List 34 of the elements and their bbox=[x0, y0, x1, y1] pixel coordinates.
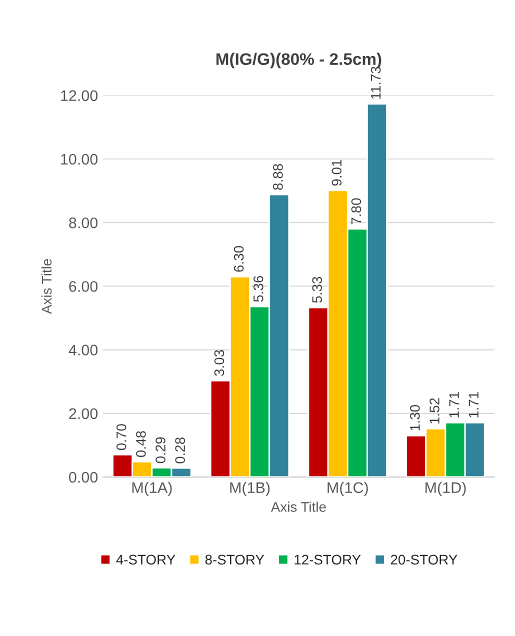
x-axis-title: Axis Title bbox=[270, 502, 326, 512]
y-tick-label: 4.00 bbox=[68, 344, 98, 356]
data-label: 1.71 bbox=[468, 392, 478, 418]
x-tick-label: M(1C) bbox=[328, 482, 368, 496]
legend-label: 4-STORY bbox=[116, 554, 176, 565]
chart-title: M(IG/G)(80% - 2.5cm) bbox=[216, 52, 382, 68]
legend-label: 8-STORY bbox=[205, 554, 264, 565]
data-label: 0.28 bbox=[175, 438, 186, 464]
data-label: 0.70 bbox=[116, 424, 126, 450]
y-tick-label: 0.00 bbox=[69, 472, 98, 483]
data-label: 6.30 bbox=[234, 246, 244, 272]
y-tick-label: 12.00 bbox=[61, 90, 98, 102]
data-label: 8.88 bbox=[273, 164, 283, 190]
data-label: 1.52 bbox=[430, 398, 440, 424]
x-tick-label: M(1B) bbox=[230, 482, 270, 496]
legend-label: 20-STORY bbox=[390, 554, 458, 565]
y-tick-label: 2.00 bbox=[69, 408, 98, 420]
data-label: 9.01 bbox=[332, 160, 342, 186]
data-label: 7.80 bbox=[351, 198, 362, 224]
data-label: 11.73 bbox=[370, 66, 381, 99]
x-tick-label: M(1A) bbox=[132, 482, 172, 496]
y-axis-title: Axis Title bbox=[41, 259, 52, 314]
data-label: 0.29 bbox=[156, 437, 166, 464]
y-tick-label: 10.00 bbox=[61, 154, 98, 165]
data-label: 3.03 bbox=[214, 350, 224, 376]
data-label: 0.48 bbox=[136, 431, 146, 458]
data-label: 5.33 bbox=[312, 276, 322, 303]
data-label: 5.36 bbox=[253, 276, 264, 302]
legend-label: 12-STORY bbox=[294, 554, 361, 565]
x-tick-label: M(1D) bbox=[426, 482, 466, 496]
y-tick-label: 8.00 bbox=[69, 217, 98, 228]
data-label: 1.30 bbox=[410, 405, 420, 430]
data-label: 1.71 bbox=[449, 392, 459, 418]
y-tick-label: 6.00 bbox=[69, 281, 98, 292]
